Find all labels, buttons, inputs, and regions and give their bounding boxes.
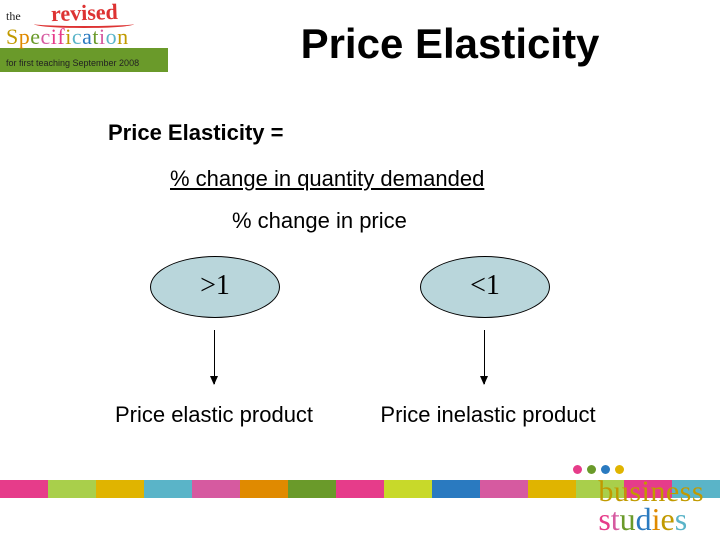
studies-letter: e [661,505,675,534]
spec-letter: o [106,24,118,50]
color-strip-cell [144,480,192,498]
color-strip-cell [96,480,144,498]
color-strip-cell [240,480,288,498]
logo-the: the [6,9,21,23]
formula-numerator: % change in quantity demanded [170,166,484,192]
studies-letter: u [620,505,636,534]
spec-letter: i [65,24,72,50]
color-strip-cell [528,480,576,498]
logo-revised: revised [51,0,119,27]
logo-dot [615,465,624,474]
logo-studies: studies [598,505,704,534]
business-studies-logo: business studies [598,478,704,534]
specification-logo: the revised Specification for first teac… [6,4,156,68]
studies-letter: s [598,505,610,534]
spec-letter: n [117,24,129,50]
conclusion-inelastic: Price inelastic product [358,402,618,428]
spec-letter: a [82,24,92,50]
conclusion-elastic: Price elastic product [84,402,344,428]
spec-letter: i [51,24,58,50]
color-strip-cell [192,480,240,498]
spec-letter: S [6,24,19,50]
color-strip-cell [384,480,432,498]
studies-letter: t [611,505,620,534]
bubble-label-greater: >1 [150,270,280,302]
studies-letter: s [675,505,687,534]
spec-letter: c [41,24,51,50]
logo-dot [601,465,610,474]
spec-letter: t [92,24,99,50]
logo-specification-word: Specification [6,24,156,50]
color-strip-cell [288,480,336,498]
formula-label: Price Elasticity = [108,120,284,146]
color-strip-cell [0,480,48,498]
color-strip-cell [480,480,528,498]
logo-dot [587,465,596,474]
slide-title: Price Elasticity [210,20,690,68]
logo-tagline: for first teaching September 2008 [6,54,156,68]
studies-letter: i [652,505,661,534]
bubble-label-less: <1 [420,270,550,302]
arrow-right [484,330,485,384]
color-strip-cell [48,480,96,498]
slide: the revised Specification for first teac… [0,0,720,540]
spec-letter: c [72,24,82,50]
logo-dot [573,465,582,474]
color-strip-cell [432,480,480,498]
spec-letter: f [57,24,65,50]
spec-letter: i [99,24,106,50]
color-strip-cell [336,480,384,498]
studies-letter: d [636,505,652,534]
spec-letter: p [19,24,31,50]
arrow-left [214,330,215,384]
formula-denominator: % change in price [232,208,407,234]
spec-letter: e [30,24,40,50]
